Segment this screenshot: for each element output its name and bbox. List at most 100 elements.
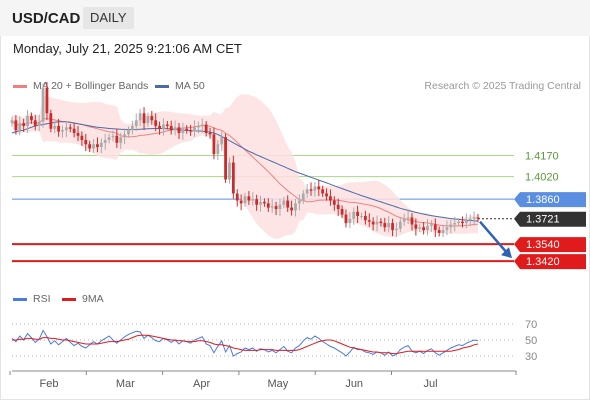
candle-body [111,135,115,138]
candle-body [49,113,53,129]
level-label-1.3721: 1.3721 [526,214,560,226]
candle-body [72,128,76,133]
candle-body [356,211,360,217]
level-tag-1.3540 [514,237,586,253]
candle-body [321,189,325,194]
candle-body [228,162,231,180]
candle-body [383,223,387,228]
candle-body [457,221,460,224]
ma20-line [11,117,479,227]
candle-body [14,120,18,131]
candle-body [422,227,426,231]
candle-body [398,221,402,229]
candle-body [297,200,301,204]
candle-body [18,123,22,131]
candle-body [430,224,433,226]
legend-ma50-label: MA 50 [175,80,205,92]
legend-rsi: RSI [13,293,51,305]
candle-body [76,132,80,136]
candle-body [255,199,259,205]
candle-body [231,162,235,194]
candle-body [212,134,216,155]
candle-body [154,120,158,126]
candle-body [445,227,449,231]
candle-body [344,214,348,224]
candle-body [352,211,356,219]
candle-body [64,127,68,131]
candle-body [317,186,321,190]
candle-body [391,223,394,231]
candle-body [45,87,49,114]
level-tag-1.3860 [514,192,586,208]
candle-body [193,127,196,132]
candle-body [138,113,142,121]
candle-body [461,221,464,224]
candle-body [189,130,193,132]
candle-body [266,203,270,208]
candle-body [449,224,453,228]
candle-body [468,218,472,221]
symbol-title: USD/CAD [12,10,81,27]
timestamp: Monday, July 21, 2025 9:21:06 AM CET [13,41,242,56]
forecast-arrow [479,220,509,255]
rsi-tick-label: 70 [525,319,537,331]
candle-body [263,201,266,204]
candle-body [41,87,45,122]
ma50-swatch-icon [155,84,169,88]
candle-body [286,200,290,208]
candle-body [453,223,457,225]
candle-body [204,124,208,133]
candle-body [379,221,383,224]
candle-body [216,144,220,155]
candle-body [61,130,64,132]
ma9-swatch-icon [62,297,76,301]
x-tick-label: Apr [193,378,210,390]
forecast-arrowhead-icon [501,247,512,259]
candle-body [99,142,103,148]
candle-body [84,140,88,145]
candle-body [476,217,480,219]
legend-ma20: MA 20 + Bollinger Bands [13,80,148,92]
candle-body [395,228,398,231]
candle-body [96,144,99,148]
candle-body [340,208,344,215]
candle-body [92,144,95,149]
x-tick-label: May [268,378,289,390]
level-tag-1.3420 [514,254,586,270]
candle-body [68,127,72,129]
candle-body [414,224,418,229]
candle-body [57,125,60,132]
candle-body [367,220,371,222]
candle-body [336,204,340,209]
candle-body [208,132,212,135]
candle-body [387,223,391,228]
candle-body [142,113,146,124]
candle-body [177,127,181,133]
candle-body [274,206,278,209]
candle-body [282,200,286,205]
candle-body [119,137,123,143]
candle-body [134,120,138,126]
candle-body [247,196,251,201]
legend-ma9-label: 9MA [82,293,104,305]
candle-body [305,189,309,194]
candle-body [37,121,41,126]
candle-body [200,124,204,126]
candle-body [235,193,239,201]
candle-body [197,125,200,128]
candle-body [243,196,247,204]
candle-body [325,193,328,197]
ma20-swatch-icon [13,84,27,88]
candle-body [360,216,363,218]
level-label-1.3420: 1.3420 [526,256,560,268]
candle-body [251,199,255,201]
candle-body [402,218,406,222]
candle-body [130,125,134,131]
level-label-1.4170: 1.4170 [525,150,559,162]
candle-body [294,203,297,211]
candle-body [88,144,92,149]
candle-body [406,217,410,219]
period-button[interactable]: DAILY [83,7,134,29]
candle-body [123,134,127,138]
